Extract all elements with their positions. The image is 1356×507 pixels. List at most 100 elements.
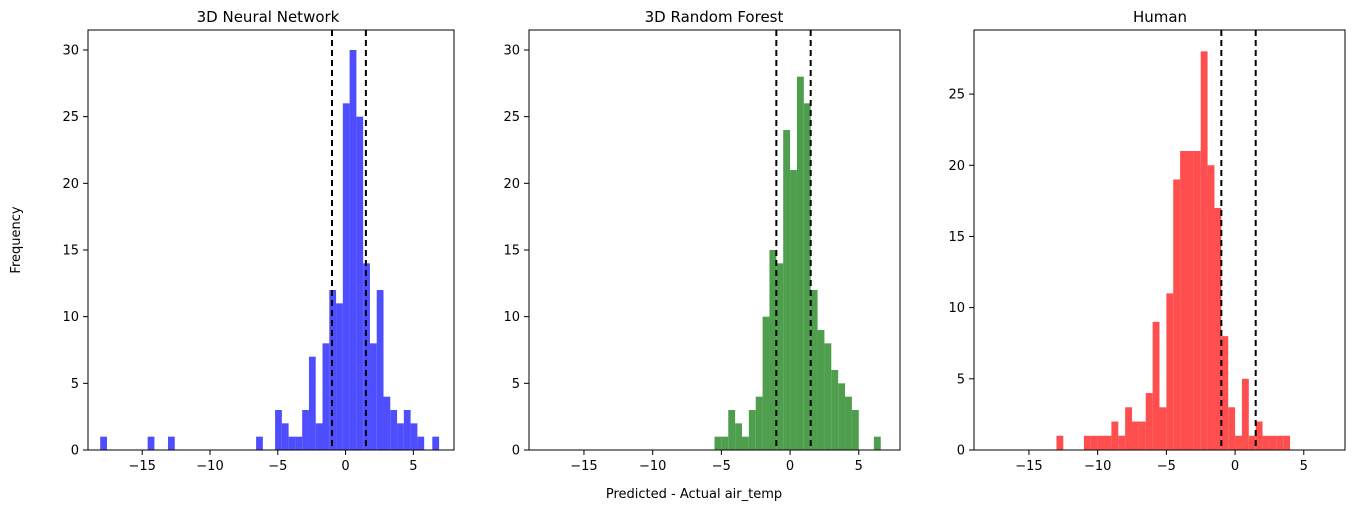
y-tick-label: 30 xyxy=(62,44,79,59)
histogram-bar xyxy=(302,410,309,450)
y-tick-label: 20 xyxy=(948,159,965,174)
panel-human: Human −15 −10 −5 0 5 0 5 10 15 20 25 xyxy=(948,8,1346,474)
histogram-bar xyxy=(783,130,791,450)
histogram-bar xyxy=(167,436,175,450)
histogram-bar xyxy=(810,290,818,450)
histogram-bar xyxy=(741,436,749,450)
axes-frame xyxy=(973,29,1346,451)
histogram-bar xyxy=(851,410,859,450)
histogram-bar xyxy=(1200,51,1208,451)
panel-random-forest: 3D Random Forest −15 −10 −5 0 5 0 5 10 15 20 25 30 xyxy=(503,8,901,474)
histogram-bar xyxy=(356,116,364,451)
histogram-bar xyxy=(1152,321,1160,450)
x-tick-label: −15 xyxy=(129,459,156,474)
y-tick-label: 25 xyxy=(62,110,79,125)
histogram-bar xyxy=(838,383,846,450)
y-tick-label: 0 xyxy=(957,444,965,459)
histogram-bar xyxy=(1255,421,1263,450)
histogram-bar xyxy=(762,316,770,450)
x-axis-label: Predicted - Actual air_temp xyxy=(606,487,782,502)
histogram-bar xyxy=(100,436,107,450)
histogram-bar xyxy=(1276,435,1284,450)
histogram-bar xyxy=(1214,207,1222,450)
histogram-bar xyxy=(1132,421,1139,450)
y-tick-label: 25 xyxy=(948,88,965,103)
y-tick-label: 15 xyxy=(948,230,965,245)
histogram-bar xyxy=(1145,393,1153,450)
x-tick-label: −10 xyxy=(1084,459,1111,474)
histogram-bar xyxy=(1090,435,1098,450)
histogram-bar xyxy=(769,250,777,450)
histogram-bar xyxy=(790,170,797,450)
x-tick-label: 0 xyxy=(1231,459,1239,474)
histogram-bar xyxy=(288,436,296,450)
x-tick-label: −5 xyxy=(268,459,287,474)
histogram-bar xyxy=(845,396,852,450)
histogram-bar xyxy=(735,423,742,450)
histogram-bar xyxy=(432,436,440,450)
histogram-bar xyxy=(417,436,425,450)
histogram-bar xyxy=(1056,435,1064,450)
histogram-bar xyxy=(295,436,303,450)
histogram-bar xyxy=(410,423,418,450)
x-tick-label: −10 xyxy=(196,459,223,474)
histogram-bar xyxy=(1104,435,1112,450)
x-tick-label: 0 xyxy=(341,459,349,474)
histogram-bar xyxy=(1083,435,1091,450)
histogram-bar xyxy=(342,103,350,450)
histogram-bar xyxy=(390,410,398,450)
histogram-bar xyxy=(1262,435,1270,450)
histogram-bar xyxy=(281,423,289,450)
y-tick-label: 10 xyxy=(503,310,520,325)
histogram-bar xyxy=(803,103,811,450)
histogram-bar xyxy=(714,436,722,450)
histogram-bar xyxy=(1235,435,1242,450)
histogram-bar xyxy=(873,436,881,450)
y-tick-label: 10 xyxy=(62,310,79,325)
y-tick-label: 20 xyxy=(62,177,79,192)
histogram-bar xyxy=(817,330,825,450)
histogram-bar xyxy=(824,343,832,450)
histogram-bar xyxy=(315,423,323,450)
y-tick-label: 30 xyxy=(503,44,520,59)
histogram-bar xyxy=(1125,407,1133,450)
histogram-bar xyxy=(383,396,391,450)
histogram-bar xyxy=(1186,151,1194,450)
y-tick-label: 25 xyxy=(503,110,520,125)
histogram-bar xyxy=(1159,407,1167,450)
histogram-bar xyxy=(1269,435,1277,450)
histogram-bar xyxy=(755,396,763,450)
histogram-bar xyxy=(336,303,343,450)
histogram-bar xyxy=(369,343,377,450)
histogram-bar xyxy=(1193,151,1201,450)
histogram-bar xyxy=(308,356,316,450)
y-tick-label: 20 xyxy=(503,177,520,192)
histogram-bar xyxy=(1118,435,1126,450)
axes-frame xyxy=(87,29,455,451)
histogram-bar xyxy=(376,290,384,450)
x-tick-label: 0 xyxy=(786,459,794,474)
y-tick-label: 5 xyxy=(512,377,520,392)
panel-title: 3D Random Forest xyxy=(645,8,784,26)
histogram-bar xyxy=(256,436,263,450)
histogram-bar xyxy=(275,410,282,450)
histogram-bar xyxy=(1180,151,1187,450)
histogram-bar xyxy=(1228,407,1236,450)
y-tick-label: 10 xyxy=(948,301,965,316)
y-tick-label: 15 xyxy=(62,244,79,259)
histogram-bar xyxy=(349,50,357,450)
x-tick-label: −10 xyxy=(639,459,666,474)
histogram-bar xyxy=(721,436,729,450)
histogram-bar xyxy=(1241,378,1249,450)
y-tick-label: 0 xyxy=(512,444,520,459)
x-tick-label: 5 xyxy=(1300,459,1308,474)
histogram-bar xyxy=(831,370,839,450)
histogram-bar xyxy=(1166,293,1174,450)
x-tick-label: −5 xyxy=(712,459,731,474)
histogram-bar xyxy=(776,263,784,450)
histogram-bar xyxy=(363,263,370,450)
histogram-bar xyxy=(728,410,736,450)
x-tick-label: 5 xyxy=(409,459,417,474)
histogram-bar xyxy=(1221,336,1229,450)
